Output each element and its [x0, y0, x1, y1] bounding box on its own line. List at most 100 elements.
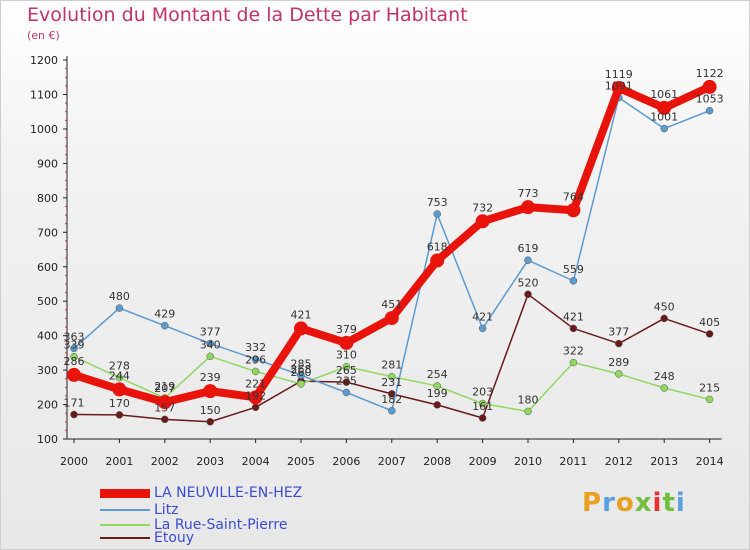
data-point [388, 407, 396, 415]
x-tick-label: 2002 [151, 455, 179, 468]
data-label: 289 [608, 356, 629, 369]
data-point [70, 352, 78, 361]
data-label: 405 [699, 316, 720, 329]
data-point [705, 106, 714, 115]
x-tick-label: 2003 [196, 455, 224, 468]
data-point [206, 352, 214, 361]
y-tick-label: 300 [37, 364, 58, 377]
legend-swatch [100, 509, 150, 511]
brand-letter: o [615, 488, 635, 518]
legend-swatch [100, 488, 150, 498]
y-tick-label: 200 [37, 399, 58, 412]
data-label: 285 [291, 357, 312, 370]
data-label: 281 [381, 359, 402, 372]
data-label: 339 [64, 339, 85, 352]
data-point [433, 210, 441, 218]
data-point [339, 335, 354, 350]
chart-title: Evolution du Montant de la Dette par Hab… [27, 4, 468, 26]
x-tick-label: 2014 [696, 455, 724, 468]
data-point [297, 371, 305, 380]
data-label: 192 [245, 389, 266, 402]
data-label: 161 [472, 400, 493, 413]
brand-letter: x [634, 488, 653, 518]
data-label: 421 [563, 310, 584, 323]
series-line [70, 82, 714, 407]
data-label: 244 [109, 369, 130, 382]
legend-item: Litz [100, 502, 179, 518]
brand-letter: P [582, 488, 603, 518]
data-point [297, 380, 305, 388]
data-point [161, 415, 169, 424]
data-point [203, 384, 218, 399]
data-label: 157 [154, 401, 175, 414]
brand-logo: Proxiti [582, 488, 686, 518]
data-point [161, 321, 169, 330]
data-point [206, 339, 214, 348]
data-label: 619 [518, 242, 539, 255]
x-tick-label: 2000 [60, 455, 88, 468]
y-tick-label: 800 [37, 192, 58, 205]
x-tick-label: 2006 [332, 455, 360, 468]
data-label: 421 [291, 308, 312, 321]
data-point [251, 355, 260, 363]
data-label: 265 [336, 364, 357, 377]
data-point [569, 277, 578, 285]
legend-label: LA NEUVILLE-EN-HEZ [154, 485, 303, 501]
y-tick-label: 400 [37, 330, 58, 343]
data-point [70, 410, 78, 419]
data-point [115, 411, 124, 419]
y-tick-label: 100 [37, 433, 58, 446]
y-tick-label: 500 [37, 295, 58, 308]
data-label: 254 [427, 368, 448, 381]
legend-swatch [100, 524, 150, 526]
legend-item: Etouy [100, 530, 194, 546]
data-label: 221 [245, 377, 266, 390]
data-label: 363 [64, 330, 85, 343]
data-label: 170 [109, 397, 130, 410]
data-point [524, 290, 532, 299]
data-label: 340 [200, 338, 221, 351]
data-label: 764 [563, 190, 584, 203]
data-label: 219 [154, 380, 175, 393]
x-tick-label: 2012 [605, 455, 633, 468]
data-label: 296 [245, 353, 266, 366]
x-tick-label: 2011 [559, 455, 587, 468]
data-labels: 286 244 207 239 221 421 379 451 618 732 773 764 1119… [64, 67, 724, 417]
data-label: 235 [336, 374, 357, 387]
x-tick-label: 2005 [287, 455, 315, 468]
data-point [248, 390, 263, 405]
data-label: 1091 [605, 80, 633, 93]
data-point [615, 370, 623, 378]
data-label: 618 [427, 241, 448, 254]
data-point [478, 399, 487, 408]
x-tick-label: 2004 [242, 455, 270, 468]
data-label: 451 [381, 298, 402, 311]
x-tick-label: 2009 [469, 455, 497, 468]
x-tick-label: 2001 [105, 455, 133, 468]
series-lines [67, 79, 717, 426]
data-label: 1122 [696, 67, 724, 80]
data-point [524, 407, 532, 416]
data-point [342, 378, 351, 386]
data-point [433, 382, 441, 390]
chart-unit-label: (en €) [27, 29, 60, 42]
x-tick-label: 2008 [423, 455, 451, 468]
data-label: 239 [200, 371, 221, 384]
data-label: 377 [608, 326, 629, 339]
x-tick-label: 2010 [514, 455, 542, 468]
data-point [521, 200, 535, 215]
data-point [70, 344, 78, 353]
x-tick-label: 2013 [650, 455, 678, 468]
data-label: 773 [518, 187, 539, 200]
data-label: 332 [245, 341, 266, 354]
data-point [705, 330, 714, 338]
data-label: 199 [427, 387, 448, 400]
data-label: 215 [699, 381, 720, 394]
y-tick-label: 1200 [30, 54, 58, 67]
data-point [478, 414, 487, 422]
data-point [251, 403, 260, 412]
data-label: 1053 [696, 93, 724, 106]
y-tick-label: 600 [37, 261, 58, 274]
data-point [342, 362, 351, 371]
